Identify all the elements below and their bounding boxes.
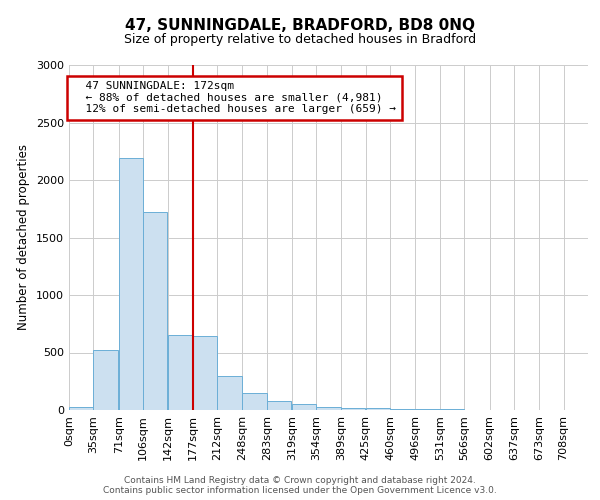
Bar — [143, 212, 167, 410]
Text: Size of property relative to detached houses in Bradford: Size of property relative to detached ho… — [124, 32, 476, 46]
Text: Contains public sector information licensed under the Open Government Licence v3: Contains public sector information licen… — [103, 486, 497, 495]
Bar — [341, 408, 365, 410]
Bar — [415, 409, 440, 410]
Bar — [266, 401, 291, 410]
Text: Contains HM Land Registry data © Crown copyright and database right 2024.: Contains HM Land Registry data © Crown c… — [124, 476, 476, 485]
Bar — [168, 335, 193, 410]
Bar — [316, 406, 341, 410]
Bar — [242, 394, 266, 410]
Bar — [217, 376, 242, 410]
Text: 47, SUNNINGDALE, BRADFORD, BD8 0NQ: 47, SUNNINGDALE, BRADFORD, BD8 0NQ — [125, 18, 475, 32]
Bar — [119, 158, 143, 410]
Bar — [292, 404, 316, 410]
Bar — [391, 408, 415, 410]
Bar — [366, 408, 391, 410]
Bar — [193, 336, 217, 410]
Y-axis label: Number of detached properties: Number of detached properties — [17, 144, 31, 330]
Bar — [94, 350, 118, 410]
Text: 47 SUNNINGDALE: 172sqm
  ← 88% of detached houses are smaller (4,981)
  12% of s: 47 SUNNINGDALE: 172sqm ← 88% of detached… — [73, 81, 397, 114]
Bar — [69, 407, 94, 410]
